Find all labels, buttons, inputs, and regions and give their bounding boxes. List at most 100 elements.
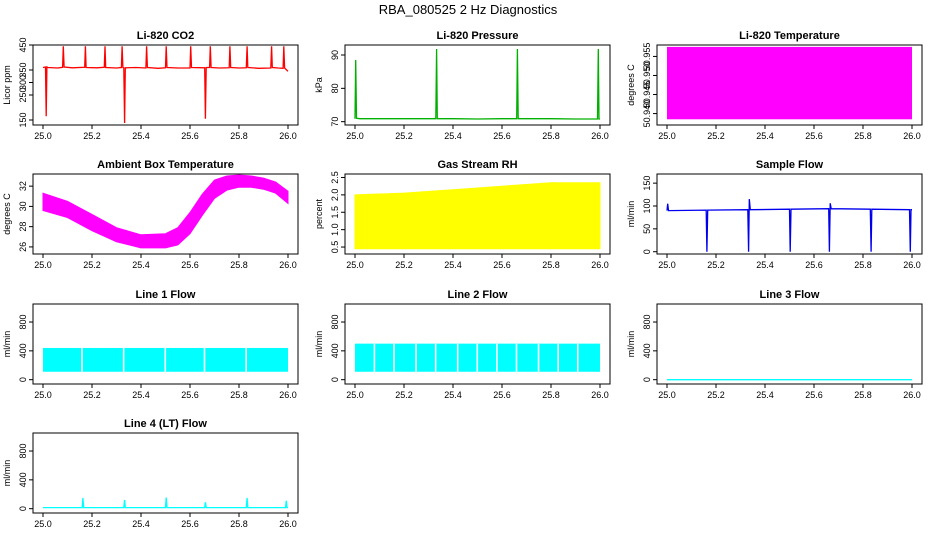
y-tick-label: 100 (642, 198, 652, 213)
x-tick-label: 26.0 (903, 260, 921, 270)
chart-title: Li-820 Temperature (739, 30, 840, 42)
series-gap (434, 343, 437, 372)
series-gap (576, 343, 579, 372)
data-layer (666, 199, 912, 252)
plot-frame (32, 303, 299, 385)
chart-title: Gas Stream RH (437, 159, 517, 171)
y-tick-label: 50.940 (642, 100, 652, 128)
x-tick-label: 25.2 (707, 390, 725, 400)
x-tick-label: 25.0 (346, 260, 364, 270)
y-axis-label: percent (314, 198, 324, 229)
plot-frame (344, 44, 611, 126)
chart-panel-6: Sample Flow ml/min 25.0 25.2 25.4 25.6 25.8 26.… (626, 159, 923, 270)
y-tick-label: 70 (330, 117, 340, 127)
x-tick-label: 25.6 (493, 131, 511, 141)
y-tick-label: 0 (18, 377, 28, 382)
x-tick-label: 25.0 (346, 131, 364, 141)
y-tick-label: 80 (330, 83, 340, 93)
x-tick-label: 25.0 (346, 390, 364, 400)
series-line (354, 48, 600, 120)
chart-title: Line 1 Flow (136, 289, 196, 301)
series-band (667, 46, 912, 120)
plot-frame (656, 303, 923, 385)
y-tick-label: 50.950 (642, 62, 652, 90)
chart-title: Line 2 Flow (448, 289, 508, 301)
x-tick-label: 25.0 (658, 260, 676, 270)
x-tick-label: 26.0 (903, 390, 921, 400)
x-tick-label: 25.4 (756, 131, 774, 141)
chart-title: Line 3 Flow (760, 289, 820, 301)
x-tick-label: 25.4 (756, 390, 774, 400)
series-gap (476, 343, 479, 372)
x-tick-label: 25.6 (493, 390, 511, 400)
x-tick-label: 25.6 (493, 260, 511, 270)
series-gap (373, 343, 376, 372)
y-tick-label: 28 (18, 222, 28, 232)
x-tick-label: 25.0 (658, 131, 676, 141)
series-line (43, 497, 288, 509)
y-tick-label: 400 (642, 343, 652, 358)
x-tick-label: 25.8 (230, 390, 248, 400)
x-tick-label: 25.2 (83, 390, 101, 400)
series-gap (122, 347, 125, 372)
x-tick-label: 25.6 (805, 260, 823, 270)
y-axis-label: ml/min (2, 331, 12, 358)
y-tick-label: 0 (330, 377, 340, 382)
data-layer (42, 174, 289, 249)
y-tick-label: 450 (18, 37, 28, 52)
series-gap (81, 347, 83, 372)
x-tick-label: 25.2 (83, 260, 101, 270)
series-gap (415, 343, 417, 372)
y-tick-label: 1.5 (330, 206, 340, 219)
y-tick-label: 30 (18, 201, 28, 211)
y-tick-label: 800 (642, 315, 652, 330)
x-tick-label: 25.8 (542, 131, 560, 141)
y-tick-label: 400 (330, 343, 340, 358)
y-tick-label: 300 (18, 75, 28, 90)
y-tick-label: 1.0 (330, 223, 340, 236)
chart-panel-2: Li-820 Pressure kPa 25.0 25.2 25.4 25.6 25.8 26… (314, 30, 611, 141)
series-line (42, 46, 289, 124)
series-band (354, 182, 601, 250)
x-tick-label: 25.2 (83, 131, 101, 141)
y-tick-label: 150 (642, 176, 652, 191)
x-tick-label: 25.4 (444, 260, 462, 270)
series-gap (203, 347, 206, 372)
series-gap (557, 343, 559, 372)
chart-panel-9: Line 3 Flow ml/min 25.0 25.2 25.4 25.6 25.8 26.… (626, 289, 923, 400)
x-tick-label: 26.0 (279, 260, 297, 270)
data-layer (354, 182, 601, 250)
y-tick-label: 2.0 (330, 189, 340, 202)
data-layer (355, 343, 600, 372)
y-axis-label: ml/min (2, 460, 12, 487)
y-axis-label: degrees C (2, 193, 12, 235)
y-tick-label: 50.945 (642, 81, 652, 109)
x-tick-label: 25.8 (542, 260, 560, 270)
x-tick-label: 26.0 (279, 131, 297, 141)
x-tick-label: 25.4 (444, 131, 462, 141)
x-tick-label: 25.0 (34, 260, 52, 270)
chart-panel-7: Line 1 Flow ml/min 25.0 25.2 25.4 25.6 25.8 26.… (2, 289, 299, 400)
y-tick-label: 0 (18, 506, 28, 511)
data-layer (354, 48, 600, 120)
x-tick-label: 25.8 (854, 131, 872, 141)
chart-panel-1: Li-820 CO2 Licor ppm 25.0 25.2 25.4 25.6 25.8 2… (2, 30, 299, 141)
x-tick-label: 25.2 (83, 519, 101, 529)
chart-title: Sample Flow (756, 159, 824, 171)
y-axis-label: kPa (314, 77, 324, 93)
x-tick-label: 26.0 (591, 390, 609, 400)
plot-frame (656, 44, 923, 126)
x-tick-label: 25.2 (395, 131, 413, 141)
x-tick-label: 25.0 (34, 131, 52, 141)
chart-panel-4: Ambient Box Temperature degrees C 25.0 25.2… (2, 159, 299, 270)
x-tick-label: 25.2 (395, 260, 413, 270)
series-gap (164, 347, 167, 372)
y-tick-label: 90 (330, 50, 340, 60)
y-tick-label: 0.5 (330, 241, 340, 254)
series-gap (393, 343, 395, 372)
x-tick-label: 26.0 (903, 131, 921, 141)
x-tick-label: 25.4 (132, 390, 150, 400)
series-gap (456, 343, 459, 372)
x-tick-label: 26.0 (279, 390, 297, 400)
